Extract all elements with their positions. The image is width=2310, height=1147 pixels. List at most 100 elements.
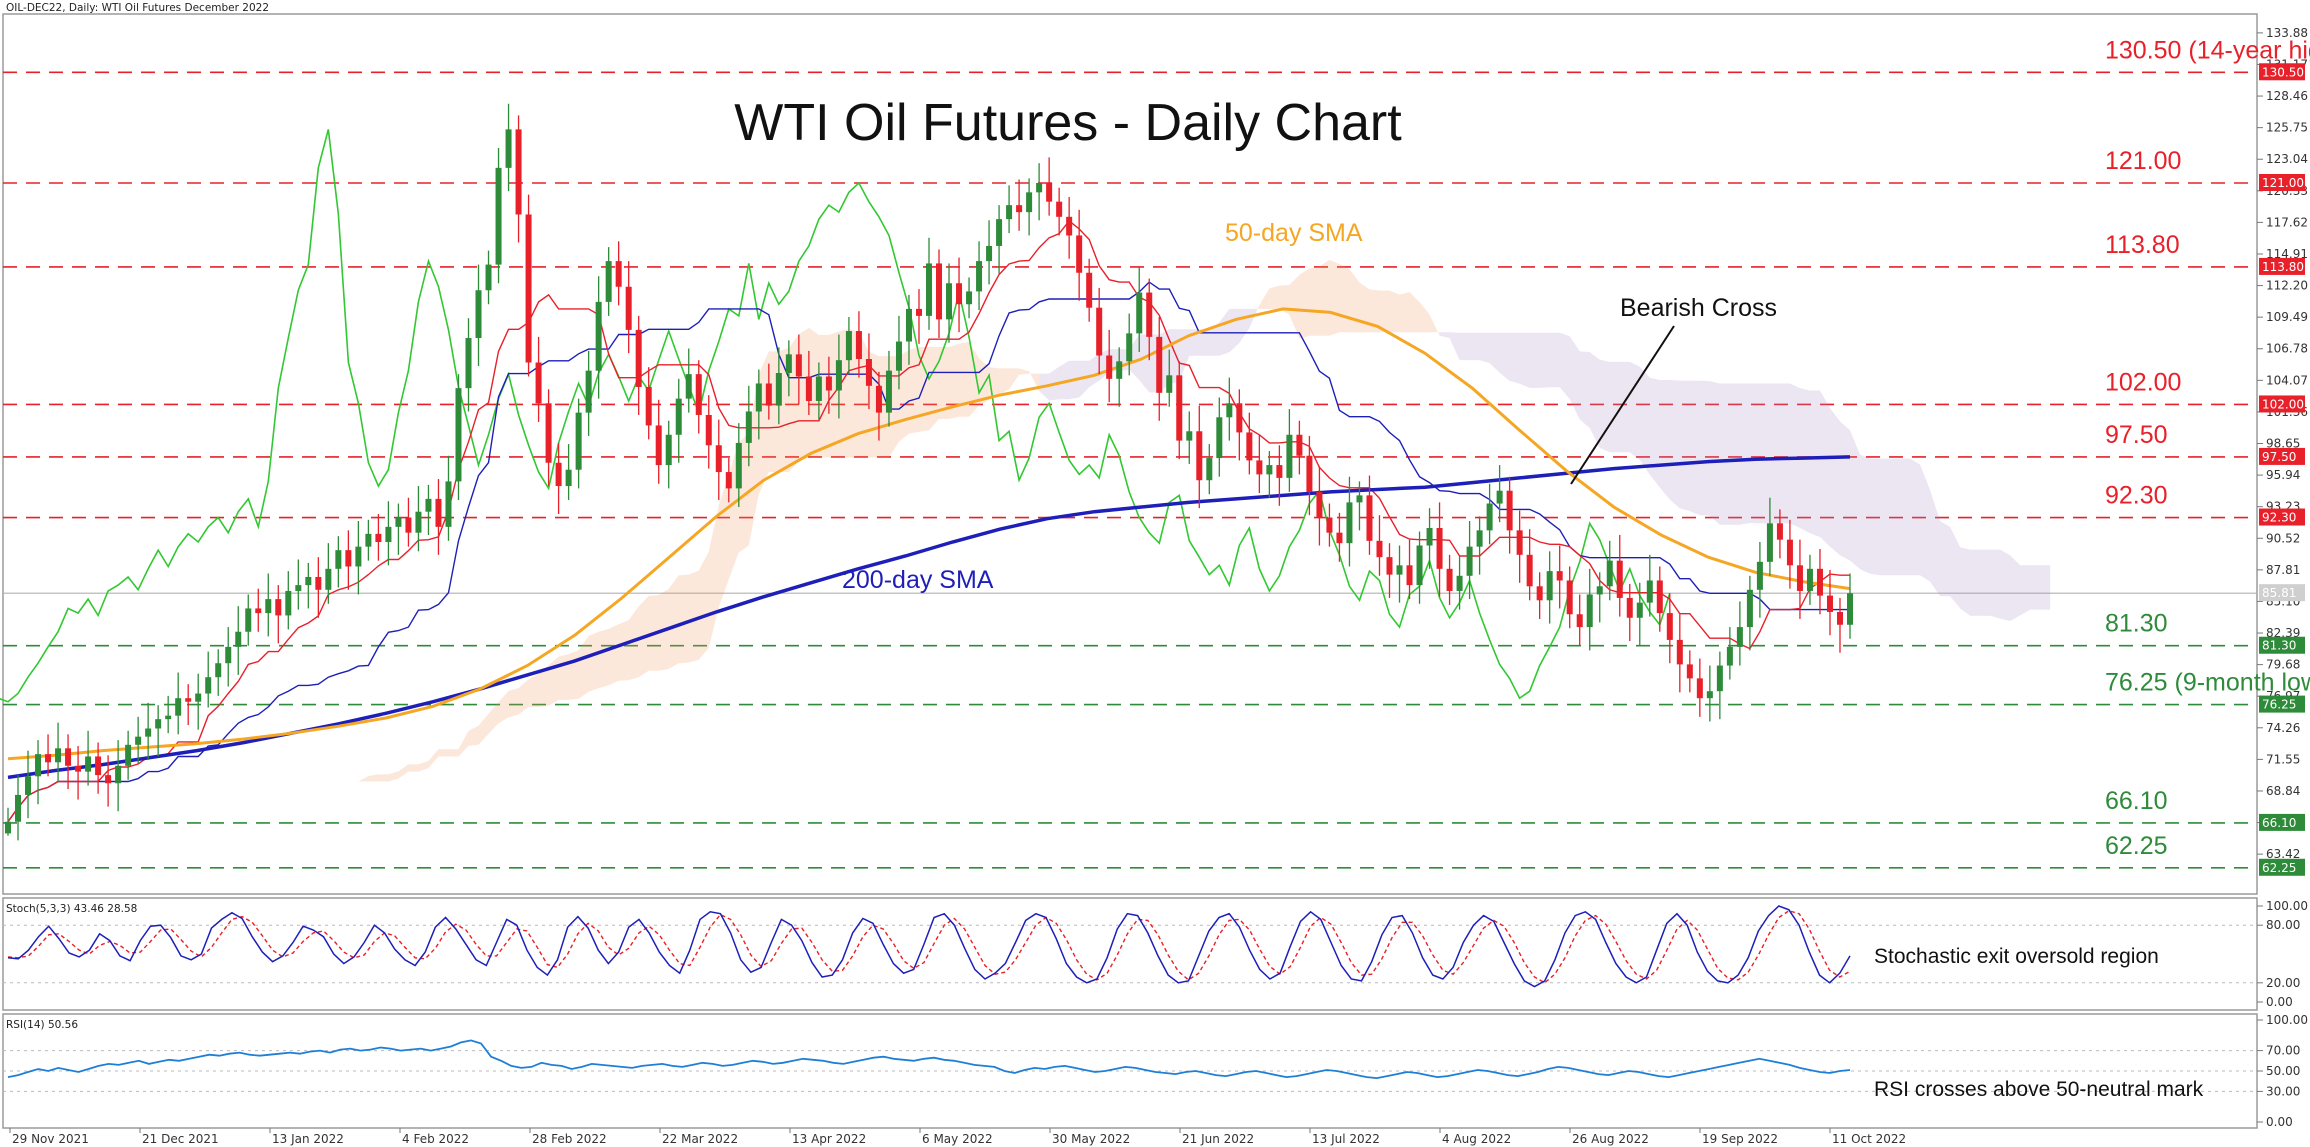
cloud-segment xyxy=(418,760,429,772)
cloud-segment xyxy=(1439,332,1450,339)
candle-bear xyxy=(865,359,872,386)
level-label: 92.30 xyxy=(2105,482,2168,510)
tenkan-sen-line xyxy=(7,219,1850,823)
cloud-segment xyxy=(1059,360,1070,400)
candle-bear xyxy=(1246,432,1253,461)
candle-bear xyxy=(956,283,963,305)
cloud-segment xyxy=(598,628,609,689)
x-tick-label: 29 Nov 2021 xyxy=(12,1132,89,1146)
candle-bear xyxy=(1816,568,1823,596)
candle-bull xyxy=(885,370,892,413)
candle-bull xyxy=(735,442,742,489)
candle-bull xyxy=(1596,586,1603,595)
candle-bull xyxy=(845,331,852,361)
candle-bull xyxy=(1126,333,1133,362)
cloud-segment xyxy=(1980,549,1991,616)
level-price-tag xyxy=(2259,636,2305,654)
candle-bull xyxy=(1226,403,1233,418)
cloud-segment xyxy=(668,575,679,670)
x-tick-label: 4 Aug 2022 xyxy=(1442,1132,1511,1146)
sma200-label: 200-day SMA xyxy=(842,566,994,594)
cloud-segment xyxy=(1229,308,1240,353)
candle-bear xyxy=(1406,565,1413,586)
price-tick-label: 68.84 xyxy=(2266,784,2300,798)
cloud-segment xyxy=(1729,383,1740,525)
candle-bear xyxy=(875,385,882,413)
price-tick-label: 123.04 xyxy=(2266,152,2308,166)
cloud-segment xyxy=(1419,302,1430,333)
price-tick-label: 125.75 xyxy=(2266,121,2308,135)
candle-bull xyxy=(175,698,182,716)
candle-bull xyxy=(305,576,312,586)
level-price-tag-text: 92.30 xyxy=(2262,511,2296,525)
cloud-segment xyxy=(498,690,509,724)
cloud-segment xyxy=(1910,458,1921,576)
level-price-tag xyxy=(2259,447,2305,465)
candle-bear xyxy=(915,308,922,316)
cloud-segment xyxy=(1709,381,1720,525)
cloud-segment xyxy=(1349,269,1360,333)
candle-bull xyxy=(235,631,242,647)
candle-bear xyxy=(275,599,282,616)
candle-bull xyxy=(475,290,482,339)
cloud-segment xyxy=(1990,549,2001,619)
cloud-segment xyxy=(918,347,929,432)
cloud-segment xyxy=(1679,380,1690,512)
cloud-segment xyxy=(288,790,299,796)
level-label: 113.80 xyxy=(2105,231,2180,259)
cloud-segment xyxy=(608,624,619,686)
cloud-segment xyxy=(1389,290,1400,333)
cloud-segment xyxy=(368,774,379,782)
candle-bull xyxy=(1286,434,1293,478)
candle-bear xyxy=(1656,580,1663,614)
cloud-segment xyxy=(588,631,599,692)
candle-bear xyxy=(635,329,642,387)
candle-bear xyxy=(1256,460,1263,475)
cloud-segment xyxy=(1569,336,1580,420)
cloud-segment xyxy=(1789,383,1800,529)
x-tick-label: 28 Feb 2022 xyxy=(532,1132,607,1146)
candle-bear xyxy=(1086,272,1093,308)
cloud-segment xyxy=(1960,547,1971,616)
candle-bear xyxy=(95,756,102,776)
cloud-segment xyxy=(1940,521,1951,597)
stoch-k-line xyxy=(7,905,1851,988)
cloud-segment xyxy=(1759,383,1770,524)
candle-bull xyxy=(295,585,302,591)
candle-bear xyxy=(1076,235,1083,273)
candle-bull xyxy=(895,341,902,371)
rsi-tick-label: 50.00 xyxy=(2266,1064,2300,1078)
cloud-segment xyxy=(428,749,439,769)
x-tick-label: 6 May 2022 xyxy=(922,1132,993,1146)
candle-bear xyxy=(525,214,532,363)
candle-bear xyxy=(1386,557,1393,575)
candle-bull xyxy=(775,372,782,406)
cloud-segment xyxy=(538,665,549,707)
price-tick-label: 112.20 xyxy=(2266,279,2308,293)
candle-bull xyxy=(1026,192,1033,213)
sma50-label: 50-day SMA xyxy=(1225,219,1363,247)
cloud-segment xyxy=(758,351,769,495)
cloud-segment xyxy=(1429,314,1440,336)
level-label: 62.25 xyxy=(2105,832,2168,860)
candle-bull xyxy=(165,715,172,720)
stoch-tick-label: 100.00 xyxy=(2266,899,2308,913)
cloud-segment xyxy=(1509,332,1520,384)
level-price-tag xyxy=(2259,63,2305,81)
candle-bull xyxy=(575,412,582,470)
candle-bull xyxy=(245,608,252,632)
rsi-label: RSI(14) 50.56 xyxy=(6,1019,78,1031)
cloud-segment xyxy=(2030,565,2041,610)
level-price-tag-text: 62.25 xyxy=(2262,861,2296,875)
price-tick-label: 104.07 xyxy=(2266,373,2308,387)
candle-bull xyxy=(755,383,762,412)
level-price-tag xyxy=(2259,174,2305,192)
cloud-segment xyxy=(1719,383,1730,525)
candle-bear xyxy=(1306,455,1313,492)
cloud-segment xyxy=(518,679,529,715)
candle-bear xyxy=(1196,431,1203,481)
candle-bull xyxy=(425,498,432,512)
candle-bear xyxy=(1626,597,1633,618)
price-tick-label: 98.65 xyxy=(2266,437,2300,451)
level-price-tag-text: 97.50 xyxy=(2262,450,2296,464)
